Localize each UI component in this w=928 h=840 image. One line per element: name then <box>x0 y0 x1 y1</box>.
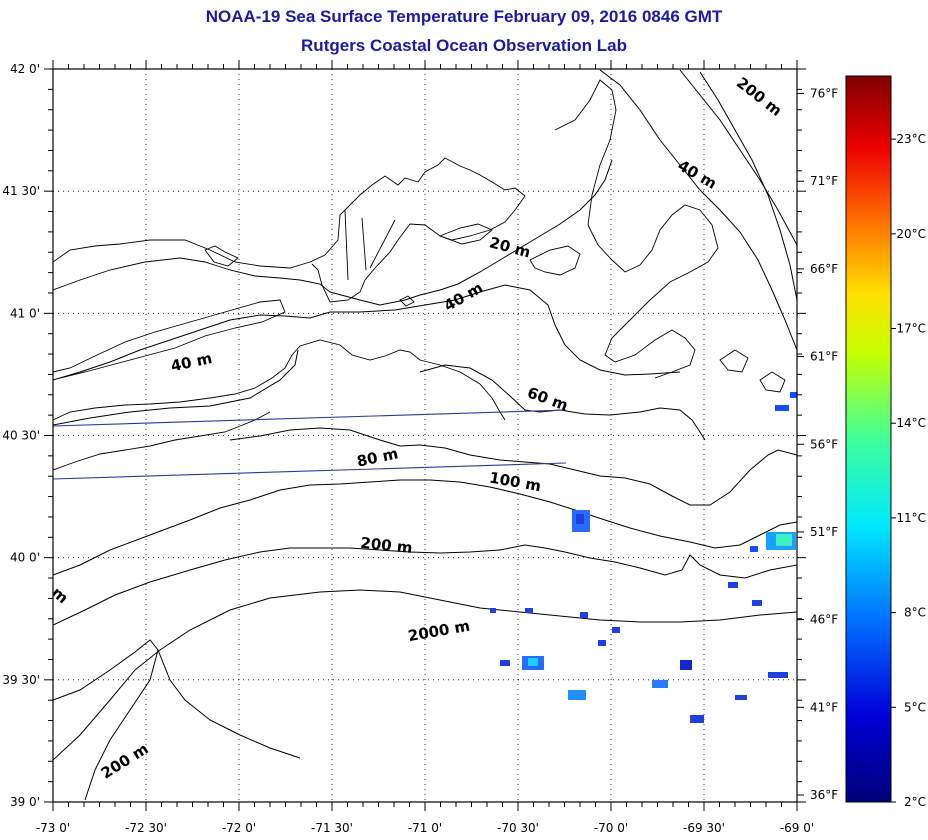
contour-label: 20 m <box>488 233 533 261</box>
lon-tick-label: -71 30' <box>311 821 353 835</box>
contour-label: 40 m <box>675 156 720 192</box>
colorbar-fahrenheit-labels: 76°F 71°F 66°F 61°F 56°F 51°F 46°F 41°F 36°F <box>797 87 838 802</box>
contour-label: 200 m <box>98 740 152 783</box>
lon-tick-label: -69 0' <box>780 821 814 835</box>
contour-label: 200 m <box>360 534 414 557</box>
latitude-labels: 42 0' 41 30' 41 0' 40 30' 40 0' 39 30' 39 0' <box>2 62 40 809</box>
map-title: NOAA-19 Sea Surface Temperature February… <box>205 7 723 26</box>
lon-tick-label: -71 0' <box>408 821 442 835</box>
sst-pixels <box>490 392 797 723</box>
graticule <box>53 69 797 802</box>
cb-c-label: 20°C <box>896 227 926 241</box>
lon-tick-label: -70 0' <box>594 821 628 835</box>
cb-f-label: 51°F <box>810 525 838 539</box>
cb-c-label: 11°C <box>896 511 926 525</box>
frame-ticks <box>44 60 806 811</box>
coastline <box>53 79 786 471</box>
lon-tick-label: -69 30' <box>683 821 725 835</box>
lat-tick-label: 40 30' <box>2 429 40 443</box>
lat-tick-label: 39 0' <box>10 795 40 809</box>
contour-label: 80 m <box>355 444 400 470</box>
cb-c-label: 8°C <box>904 606 926 620</box>
lat-tick-label: 40 0' <box>10 551 40 565</box>
cb-c-label: 14°C <box>896 416 926 430</box>
lat-tick-label: 41 0' <box>10 306 40 320</box>
cb-f-label: 76°F <box>810 87 838 101</box>
colorbar-celsius-labels: 23°C 20°C 17°C 14°C 11°C 8°C 5°C 2°C <box>891 132 926 809</box>
lon-tick-label: -70 30' <box>497 821 539 835</box>
cb-c-label: 5°C <box>904 700 926 714</box>
cb-f-label: 61°F <box>810 350 838 364</box>
cb-f-label: 66°F <box>810 262 838 276</box>
cb-f-label: 56°F <box>810 437 838 451</box>
track-line-lower <box>53 462 567 480</box>
contour-label: 40 m <box>441 279 486 315</box>
cb-f-label: 36°F <box>810 788 838 802</box>
contour-label: 200 m <box>733 74 785 120</box>
contour-label: 100 m <box>488 468 543 495</box>
cb-f-label: 71°F <box>810 174 838 188</box>
contour-label: 40 m <box>169 349 214 375</box>
longitude-labels: -73 0' -72 30' -72 0' -71 30' -71 0' -70 30' -… <box>36 821 814 835</box>
cb-c-label: 2°C <box>904 795 926 809</box>
map-frame <box>52 68 798 803</box>
contour-label: 2000 m <box>407 617 472 646</box>
lon-tick-label: -72 30' <box>125 821 167 835</box>
cb-f-label: 41°F <box>810 700 838 714</box>
cb-c-label: 17°C <box>896 322 926 336</box>
lat-tick-label: 42 0' <box>10 62 40 76</box>
cb-f-label: 46°F <box>810 613 838 627</box>
cb-c-label: 23°C <box>896 132 926 146</box>
map-subtitle: Rutgers Coastal Ocean Observation Lab <box>301 36 627 55</box>
contour-label: 60 m <box>525 383 570 414</box>
lat-tick-label: 39 30' <box>2 673 40 687</box>
contour-label: m <box>48 583 72 607</box>
lat-tick-label: 41 30' <box>2 184 40 198</box>
track-line-upper <box>53 409 567 427</box>
lon-tick-label: -72 0' <box>222 821 256 835</box>
colorbar <box>845 75 892 803</box>
lon-tick-label: -73 0' <box>36 821 70 835</box>
